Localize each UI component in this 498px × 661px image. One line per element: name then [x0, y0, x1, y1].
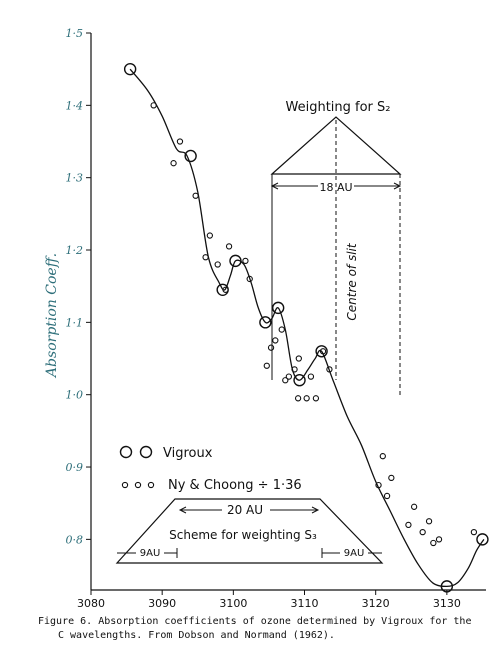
weighting-s2-label: Weighting for S₂ [286, 100, 391, 115]
y-tick-label: 0·8 [66, 533, 84, 546]
ny-choong-point [307, 373, 315, 380]
y-tick-label: 1·2 [66, 244, 84, 257]
vigroux-point [293, 374, 306, 387]
ny-choong-point [246, 275, 253, 283]
ny-choong-point [383, 492, 391, 500]
ny-choong-point [295, 355, 302, 362]
caption-line-2: C wavelengths. From Dobson and Normand (… [58, 630, 335, 641]
caption-line-1: Figure 6. Absorption coefficients of ozo… [38, 616, 471, 627]
legend-ny-choong-marker [134, 481, 142, 489]
ny-choong-point [176, 138, 184, 145]
scheme-s3-label: Scheme for weighting S₃ [169, 528, 317, 542]
ny-choong-point [278, 326, 285, 333]
s3-left-slope-label: 9AU [140, 548, 161, 559]
ny-choong-point [291, 366, 298, 373]
ny-choong-point [379, 453, 386, 460]
ny-choong-point [272, 337, 279, 344]
y-axis-label: Absorption Coeff. [44, 253, 60, 379]
s2-width-label: 18 AU [319, 181, 352, 194]
legend-ny-choong-marker [121, 481, 129, 489]
ny-choong-point [285, 373, 293, 380]
x-tick-label: 3090 [148, 597, 176, 610]
ny-choong-point [225, 243, 233, 250]
y-tick-label: 1·0 [66, 389, 84, 402]
x-tick-label: 3100 [219, 597, 247, 610]
ny-choong-point [267, 344, 275, 351]
s3-weighting-trapezoid [115, 498, 384, 564]
legend-ny-choong-label: Ny & Choong ÷ 1·36 [168, 478, 302, 493]
ny-choong-point [150, 102, 157, 109]
ny-choong-point [202, 254, 209, 261]
y-tick-label: 1·1 [66, 316, 84, 329]
y-tick-label: 0·9 [66, 461, 84, 474]
x-tick-label: 3080 [77, 597, 105, 610]
ny-choong-point [405, 521, 412, 529]
vigroux-point [315, 345, 328, 358]
vigroux-point [440, 580, 454, 593]
ny-choong-point [430, 539, 437, 547]
legend-vigroux-marker [119, 445, 133, 459]
vigroux-point [259, 316, 272, 329]
ny-choong-point [375, 481, 382, 489]
y-tick-label: 1·4 [66, 99, 84, 112]
s3-top-width-label: 20 AU [227, 503, 263, 517]
smooth-curve-line [129, 68, 485, 588]
ny-choong-point [214, 261, 221, 268]
ny-choong-point [319, 348, 327, 355]
ny-choong-point [206, 232, 214, 239]
s2-arrowhead-right [393, 182, 402, 190]
legend-vigroux-label: Vigroux [163, 446, 213, 461]
legend-vigroux-marker [139, 445, 153, 459]
vigroux-point [271, 301, 285, 315]
legend-ny-choong-marker [147, 481, 155, 489]
ny-choong-point [410, 503, 418, 510]
ny-choong-point [303, 395, 310, 402]
ny-choong-point [192, 192, 199, 199]
ny-choong-point [170, 160, 177, 167]
ny-choong-point [425, 518, 433, 525]
s3-right-slope-label: 9AU [344, 548, 365, 559]
ny-choong-point [388, 474, 395, 482]
x-tick-label: 3130 [433, 597, 461, 610]
ny-choong-point [435, 536, 443, 543]
ny-choong-point [470, 528, 478, 536]
ny-choong-point [282, 377, 289, 384]
x-tick-label: 3110 [291, 597, 319, 610]
y-tick-label: 1·3 [66, 172, 84, 185]
vigroux-point [123, 62, 137, 76]
ny-choong-point [263, 362, 270, 369]
s3-top-arrowhead-left [178, 506, 187, 514]
vigroux-point [184, 149, 197, 163]
y-tick-label: 1·5 [66, 27, 84, 40]
s3-top-arrowhead-right [311, 506, 320, 514]
ny-choong-point [326, 366, 333, 373]
ny-choong-point [312, 395, 320, 402]
x-tick-label: 3120 [362, 597, 390, 610]
vigroux-point [216, 283, 229, 296]
ny-choong-point [419, 528, 426, 536]
centre-of-slit-label: Centre of slit [345, 242, 359, 321]
vigroux-point [476, 533, 489, 546]
ny-choong-point [294, 395, 302, 402]
vigroux-point [229, 254, 242, 268]
weighting-s2-triangle [270, 116, 402, 175]
ny-choong-point [242, 257, 249, 265]
s2-arrowhead-left [270, 182, 279, 190]
